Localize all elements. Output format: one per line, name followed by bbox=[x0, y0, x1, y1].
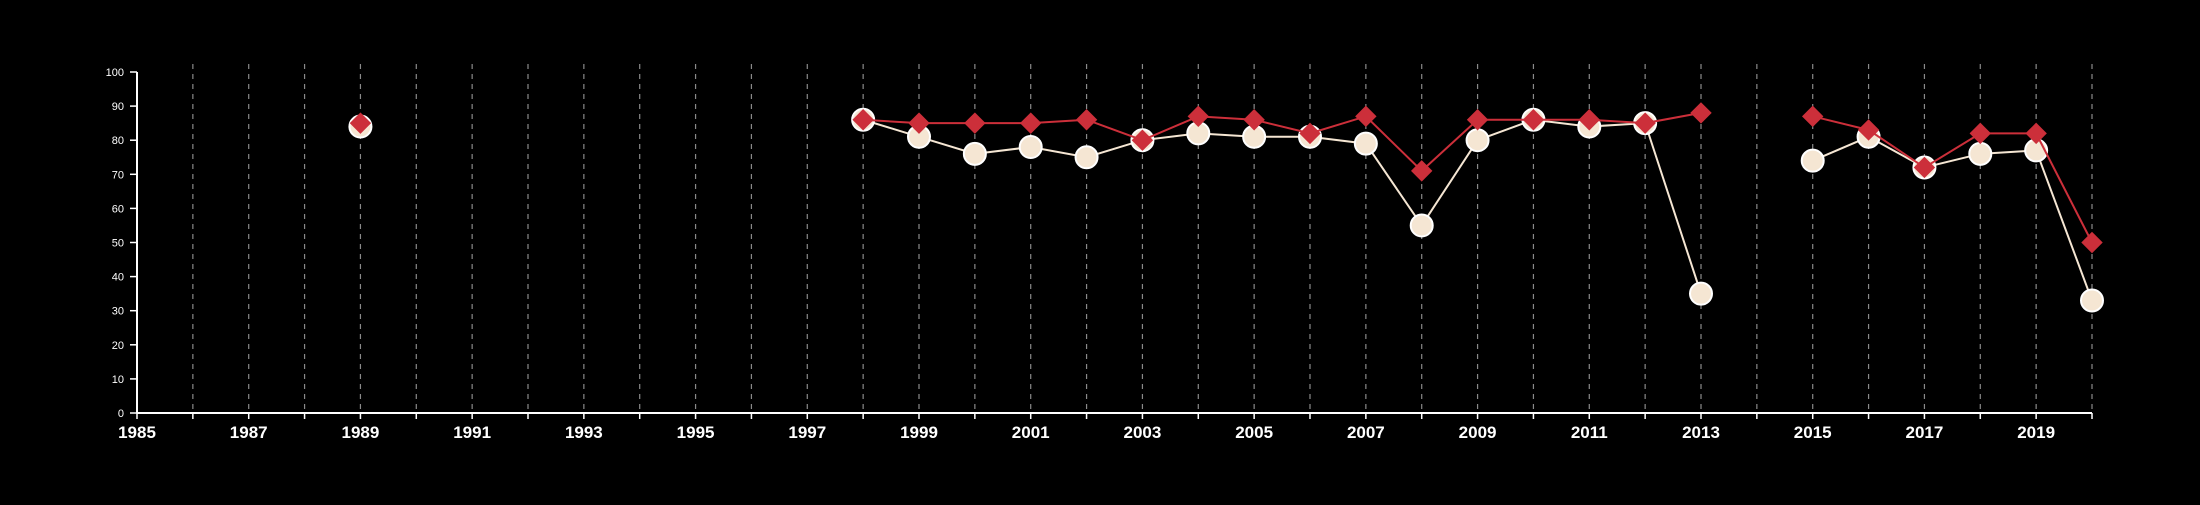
data-point-diamond bbox=[1857, 119, 1880, 141]
series-circle bbox=[348, 107, 2104, 313]
data-point-diamond bbox=[1243, 109, 1265, 131]
data-point-circle bbox=[1800, 148, 1825, 173]
series-line bbox=[1812, 115, 2093, 243]
series-line bbox=[862, 118, 1702, 294]
data-point-circle bbox=[1018, 135, 1043, 160]
data-point-diamond bbox=[349, 112, 372, 134]
data-point-diamond bbox=[1187, 105, 1209, 128]
x-tick-label: 1997 bbox=[788, 423, 826, 442]
data-point-diamond bbox=[852, 109, 874, 131]
data-point-diamond bbox=[1411, 160, 1433, 182]
y-tick-label: 50 bbox=[112, 238, 124, 250]
data-point-circle bbox=[1465, 128, 1490, 153]
data-point-diamond bbox=[1522, 109, 1545, 131]
x-tick-label: 2019 bbox=[2017, 423, 2055, 442]
data-point-diamond bbox=[1020, 112, 1042, 134]
data-point-diamond bbox=[1690, 102, 1712, 124]
y-tick-label: 90 bbox=[112, 101, 124, 113]
data-point-diamond bbox=[1913, 156, 1936, 179]
series-diamond bbox=[349, 102, 2103, 254]
data-point-diamond bbox=[1578, 109, 1600, 131]
data-point-diamond bbox=[2081, 231, 2103, 254]
x-tick-label: 1999 bbox=[900, 423, 938, 442]
data-point-circle bbox=[1409, 213, 1434, 238]
data-point-diamond bbox=[2025, 122, 2047, 145]
y-tick-label: 10 bbox=[112, 374, 124, 386]
x-tick-label: 2013 bbox=[1682, 423, 1720, 442]
x-tick-label: 1991 bbox=[453, 423, 491, 442]
data-point-diamond bbox=[1802, 105, 1824, 128]
axis-layer: 0 10 20 30 40 50 60 70 80 90 100 1985 1987 1989 1991 19… bbox=[106, 67, 2093, 442]
data-point-diamond bbox=[908, 112, 930, 134]
x-tick-label: 2009 bbox=[1459, 423, 1497, 442]
x-tick-label: 1989 bbox=[342, 423, 380, 442]
data-point-diamond bbox=[1075, 109, 1098, 131]
data-point-circle bbox=[962, 141, 987, 166]
x-tick-label: 2003 bbox=[1124, 423, 1162, 442]
series-layer bbox=[348, 102, 2104, 313]
y-tick-label: 60 bbox=[112, 203, 124, 215]
data-point-circle bbox=[2080, 288, 2104, 313]
data-point-diamond bbox=[1355, 105, 1377, 128]
data-point-diamond bbox=[1634, 112, 1656, 134]
data-point-diamond bbox=[1299, 122, 1321, 145]
x-tick-label: 2011 bbox=[1571, 423, 1608, 442]
y-tick-label: 20 bbox=[112, 340, 124, 352]
x-tick-label: 2015 bbox=[1794, 423, 1832, 442]
x-tick-label: 1985 bbox=[118, 423, 156, 442]
x-tick-label: 2017 bbox=[1906, 423, 1944, 442]
x-tick-label: 1993 bbox=[565, 423, 603, 442]
y-tick-label: 70 bbox=[112, 169, 124, 181]
series-line bbox=[863, 111, 1702, 173]
data-point-circle bbox=[1074, 145, 1099, 170]
data-point-circle bbox=[1968, 141, 1993, 166]
y-tick-label: 40 bbox=[112, 272, 124, 284]
data-point-diamond bbox=[964, 112, 986, 134]
x-tick-label: 2007 bbox=[1347, 423, 1385, 442]
x-tick-label: 2005 bbox=[1235, 423, 1273, 442]
y-tick-label: 100 bbox=[106, 67, 124, 79]
x-tick-label: 1987 bbox=[230, 423, 268, 442]
data-point-diamond bbox=[1466, 109, 1489, 131]
data-point-diamond bbox=[1131, 129, 1154, 151]
y-tick-label: 30 bbox=[112, 306, 124, 318]
y-tick-label: 80 bbox=[112, 135, 124, 147]
y-tick-label: 0 bbox=[118, 408, 124, 420]
x-tick-label: 2001 bbox=[1012, 423, 1050, 442]
data-point-diamond bbox=[1969, 122, 1991, 145]
data-point-circle bbox=[1689, 281, 1713, 306]
x-tick-label: 1995 bbox=[677, 423, 715, 442]
data-point-circle bbox=[1353, 131, 1378, 156]
